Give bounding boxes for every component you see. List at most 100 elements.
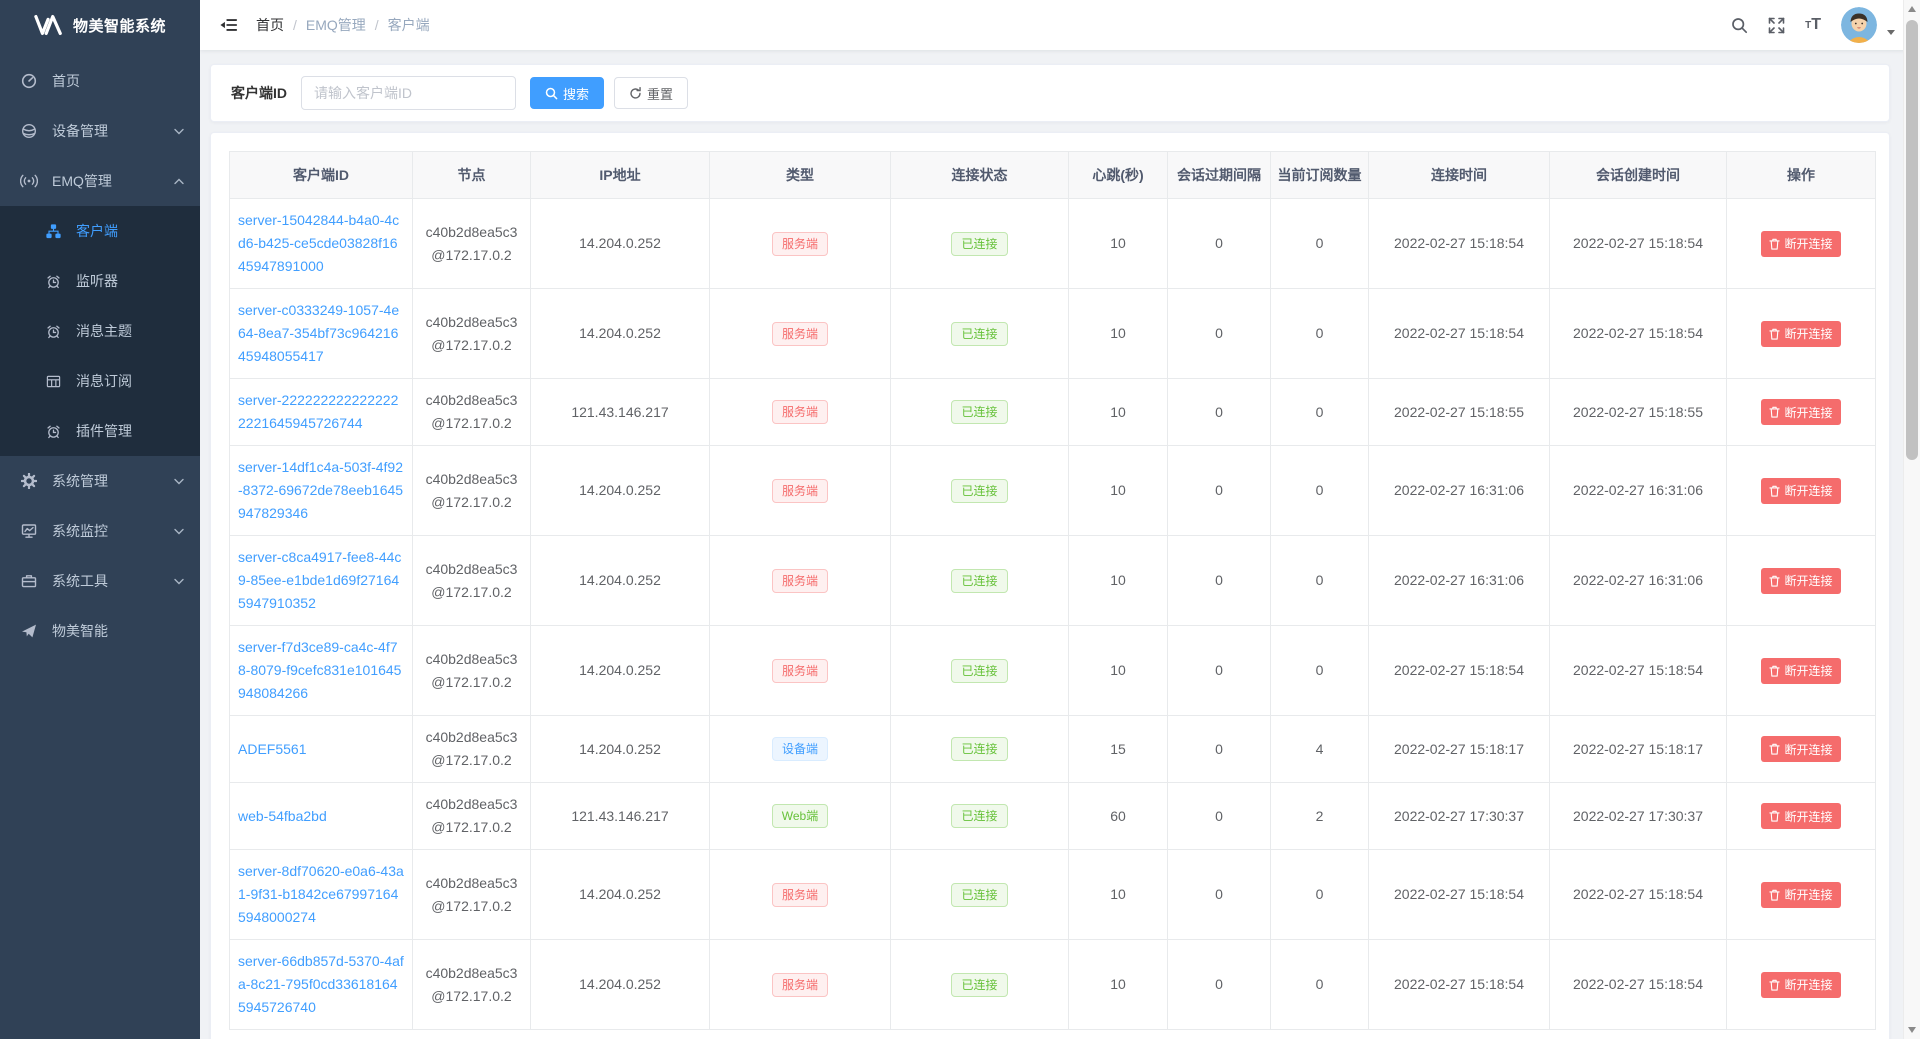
sidebar-item-device-mgmt[interactable]: 设备管理 bbox=[0, 106, 200, 156]
client-id-label: 客户端ID bbox=[231, 85, 287, 101]
caret-down-icon bbox=[1887, 29, 1895, 35]
scrollbar-thumb[interactable] bbox=[1906, 20, 1918, 460]
sitemap-icon bbox=[44, 223, 62, 239]
disconnect-button[interactable]: 断开连接 bbox=[1761, 230, 1841, 257]
session-created-cell: 2022-02-27 15:18:54 bbox=[1549, 625, 1727, 716]
subscriptions-cell: 0 bbox=[1270, 378, 1369, 446]
client-table: 客户端ID 节点 IP地址 类型 连接状态 心跳(秒) 会话过期间隔 当前订阅数量 连接时间 会话… bbox=[229, 151, 1876, 1030]
sidebar-item-system-tools[interactable]: 系统工具 bbox=[0, 556, 200, 606]
status-badge: 已连接 bbox=[951, 658, 1008, 683]
subscriptions-cell: 2 bbox=[1270, 782, 1369, 850]
fullscreen-icon[interactable] bbox=[1758, 0, 1795, 50]
disconnect-button[interactable]: 断开连接 bbox=[1761, 399, 1841, 425]
disconnect-button[interactable]: 断开连接 bbox=[1761, 477, 1841, 504]
breadcrumb-home[interactable]: 首页 bbox=[256, 17, 284, 33]
search-icon[interactable] bbox=[1721, 0, 1758, 50]
session-created-cell: 2022-02-27 15:18:54 bbox=[1549, 288, 1727, 379]
sidebar-item-system-mgmt[interactable]: 系统管理 bbox=[0, 456, 200, 506]
chevron-down-icon bbox=[174, 578, 184, 585]
disconnect-button[interactable]: 断开连接 bbox=[1761, 320, 1841, 347]
breadcrumb-emq: EMQ管理 bbox=[305, 17, 366, 33]
session-expiry-cell: 0 bbox=[1167, 849, 1271, 940]
client-id-link[interactable]: server-f7d3ce89-ca4c-4f78-8079-f9cefc831… bbox=[238, 639, 402, 701]
sidebar-item-message-topic[interactable]: 消息主题 bbox=[0, 306, 200, 356]
node-cell: c40b2d8ea5c3@172.17.0.2 bbox=[412, 939, 531, 1030]
column-header: IP地址 bbox=[530, 151, 710, 199]
node-cell: c40b2d8ea5c3@172.17.0.2 bbox=[412, 378, 531, 446]
session-created-cell: 2022-02-27 16:31:06 bbox=[1549, 535, 1727, 626]
gear-icon bbox=[20, 473, 38, 489]
connected-at-cell: 2022-02-27 15:18:54 bbox=[1368, 625, 1550, 716]
scrollbar-up-arrow[interactable] bbox=[1908, 6, 1916, 12]
session-expiry-cell: 0 bbox=[1167, 445, 1271, 536]
client-id-link[interactable]: server-66db857d-5370-4afa-8c21-795f0cd33… bbox=[238, 953, 404, 1015]
breadcrumb: 首页 / EMQ管理 / 客户端 bbox=[256, 15, 430, 35]
sidebar-item-label: 消息主题 bbox=[76, 323, 132, 339]
client-id-link[interactable]: server-c8ca4917-fee8-44c9-85ee-e1bde1d69… bbox=[238, 549, 402, 611]
sidebar-fold-icon[interactable] bbox=[208, 0, 250, 50]
heartbeat-cell: 10 bbox=[1068, 535, 1168, 626]
disconnect-button[interactable]: 断开连接 bbox=[1761, 803, 1841, 829]
page-scrollbar[interactable] bbox=[1903, 0, 1920, 1039]
sidebar-item-label: 首页 bbox=[52, 73, 80, 89]
client-id-link[interactable]: server-c0333249-1057-4e64-8ea7-354bf73c9… bbox=[238, 302, 400, 364]
search-button[interactable]: 搜索 bbox=[530, 77, 605, 109]
status-badge: 已连接 bbox=[951, 568, 1008, 593]
table-row: ADEF5561 c40b2d8ea5c3@172.17.0.2 14.204.… bbox=[229, 715, 1876, 783]
ip-cell: 14.204.0.252 bbox=[530, 288, 710, 379]
type-badge: 服务端 bbox=[771, 882, 828, 907]
client-id-link[interactable]: server-2222222222222222221645945726744 bbox=[238, 392, 399, 431]
sidebar-item-client[interactable]: 客户端 bbox=[0, 206, 200, 256]
status-badge: 已连接 bbox=[951, 400, 1008, 424]
ip-cell: 14.204.0.252 bbox=[530, 715, 710, 783]
table-row: server-15042844-b4a0-4cd6-b425-ce5cde038… bbox=[229, 198, 1876, 289]
user-menu[interactable] bbox=[1841, 7, 1895, 43]
sidebar-item-message-subscribe[interactable]: 消息订阅 bbox=[0, 356, 200, 406]
session-created-cell: 2022-02-27 17:30:37 bbox=[1549, 782, 1727, 850]
type-badge: Web端 bbox=[771, 804, 829, 828]
sidebar-item-wumei-smart[interactable]: 物美智能 bbox=[0, 606, 200, 656]
ip-cell: 14.204.0.252 bbox=[530, 535, 710, 626]
sidebar-item-listener[interactable]: 监听器 bbox=[0, 256, 200, 306]
connected-at-cell: 2022-02-27 15:18:54 bbox=[1368, 849, 1550, 940]
column-header: 类型 bbox=[709, 151, 891, 199]
client-id-input[interactable] bbox=[301, 76, 516, 110]
client-id-link[interactable]: server-15042844-b4a0-4cd6-b425-ce5cde038… bbox=[238, 212, 400, 274]
sidebar-item-plugin-mgmt[interactable]: 插件管理 bbox=[0, 406, 200, 456]
disconnect-button[interactable]: 断开连接 bbox=[1761, 881, 1841, 908]
scrollbar-down-arrow[interactable] bbox=[1908, 1027, 1916, 1033]
table-row: server-2222222222222222221645945726744 c… bbox=[229, 378, 1876, 446]
sidebar-item-home[interactable]: 首页 bbox=[0, 56, 200, 106]
avatar[interactable] bbox=[1841, 7, 1877, 43]
content: 客户端ID 搜索 重置 bbox=[200, 50, 1920, 1039]
subscriptions-cell: 0 bbox=[1270, 849, 1369, 940]
client-id-link[interactable]: ADEF5561 bbox=[238, 740, 307, 757]
column-header: 客户端ID bbox=[229, 151, 413, 199]
table-row: server-c0333249-1057-4e64-8ea7-354bf73c9… bbox=[229, 288, 1876, 379]
heartbeat-cell: 10 bbox=[1068, 445, 1168, 536]
sidebar-item-system-monitor[interactable]: 系统监控 bbox=[0, 506, 200, 556]
client-id-link[interactable]: web-54fba2bd bbox=[238, 807, 327, 824]
status-badge: 已连接 bbox=[951, 478, 1008, 503]
node-cell: c40b2d8ea5c3@172.17.0.2 bbox=[412, 445, 531, 536]
disconnect-button[interactable]: 断开连接 bbox=[1761, 971, 1841, 998]
disconnect-button[interactable]: 断开连接 bbox=[1761, 736, 1841, 762]
sidebar: 物美智能系统 首页 设备管理 bbox=[0, 0, 200, 1039]
alarm-icon bbox=[44, 324, 62, 339]
session-created-cell: 2022-02-27 15:18:54 bbox=[1549, 849, 1727, 940]
client-id-link[interactable]: server-8df70620-e0a6-43a1-9f31-b1842ce67… bbox=[238, 863, 404, 925]
disconnect-button[interactable]: 断开连接 bbox=[1761, 567, 1841, 594]
disconnect-button[interactable]: 断开连接 bbox=[1761, 657, 1841, 684]
sidebar-item-label: 系统管理 bbox=[52, 473, 108, 489]
grid-icon bbox=[44, 374, 62, 389]
table-row: web-54fba2bd c40b2d8ea5c3@172.17.0.2 121… bbox=[229, 782, 1876, 850]
heartbeat-cell: 15 bbox=[1068, 715, 1168, 783]
sidebar-item-emq-mgmt[interactable]: EMQ管理 bbox=[0, 156, 200, 206]
table-row: server-14df1c4a-503f-4f92-8372-69672de78… bbox=[229, 445, 1876, 536]
type-badge: 服务端 bbox=[771, 658, 828, 683]
client-id-link[interactable]: server-14df1c4a-503f-4f92-8372-69672de78… bbox=[238, 459, 404, 521]
reset-button[interactable]: 重置 bbox=[614, 77, 689, 109]
session-created-cell: 2022-02-27 15:18:55 bbox=[1549, 378, 1727, 446]
